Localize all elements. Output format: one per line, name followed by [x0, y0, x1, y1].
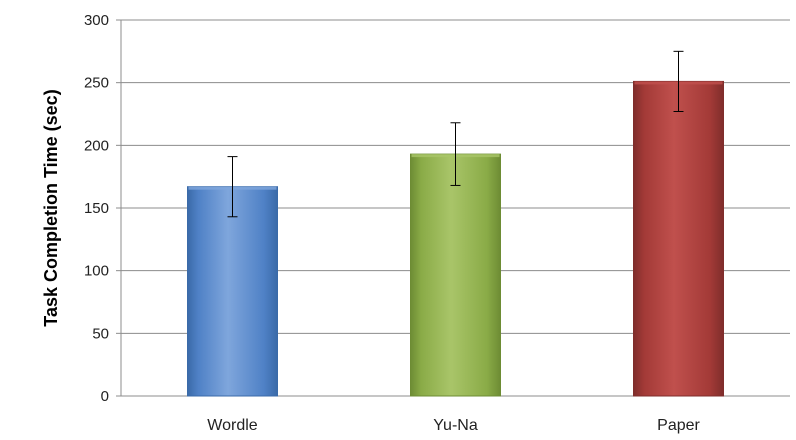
y-tick-label: 200 — [84, 137, 109, 154]
y-tick-label: 50 — [92, 325, 109, 342]
bar-paper — [633, 80, 724, 397]
y-tick-label: 0 — [101, 388, 109, 405]
y-tick-label: 250 — [84, 75, 109, 92]
x-category-label: Yu-Na — [433, 417, 478, 434]
y-tick-labels: 0 50 100 150 200 250 300 — [84, 12, 109, 405]
bar-wordle — [187, 186, 278, 397]
y-tick-label: 300 — [84, 12, 109, 29]
bars — [187, 80, 724, 397]
y-axis-title: Task Completion Time (sec) — [41, 89, 61, 326]
x-category-label: Paper — [657, 417, 700, 434]
x-category-labels: Wordle Yu-Na Paper — [207, 417, 700, 434]
bar-yu-na — [410, 153, 501, 397]
x-category-label: Wordle — [207, 417, 257, 434]
error-bars — [227, 50, 684, 218]
y-tick-label: 150 — [84, 200, 109, 217]
y-tick-label: 100 — [84, 263, 109, 280]
